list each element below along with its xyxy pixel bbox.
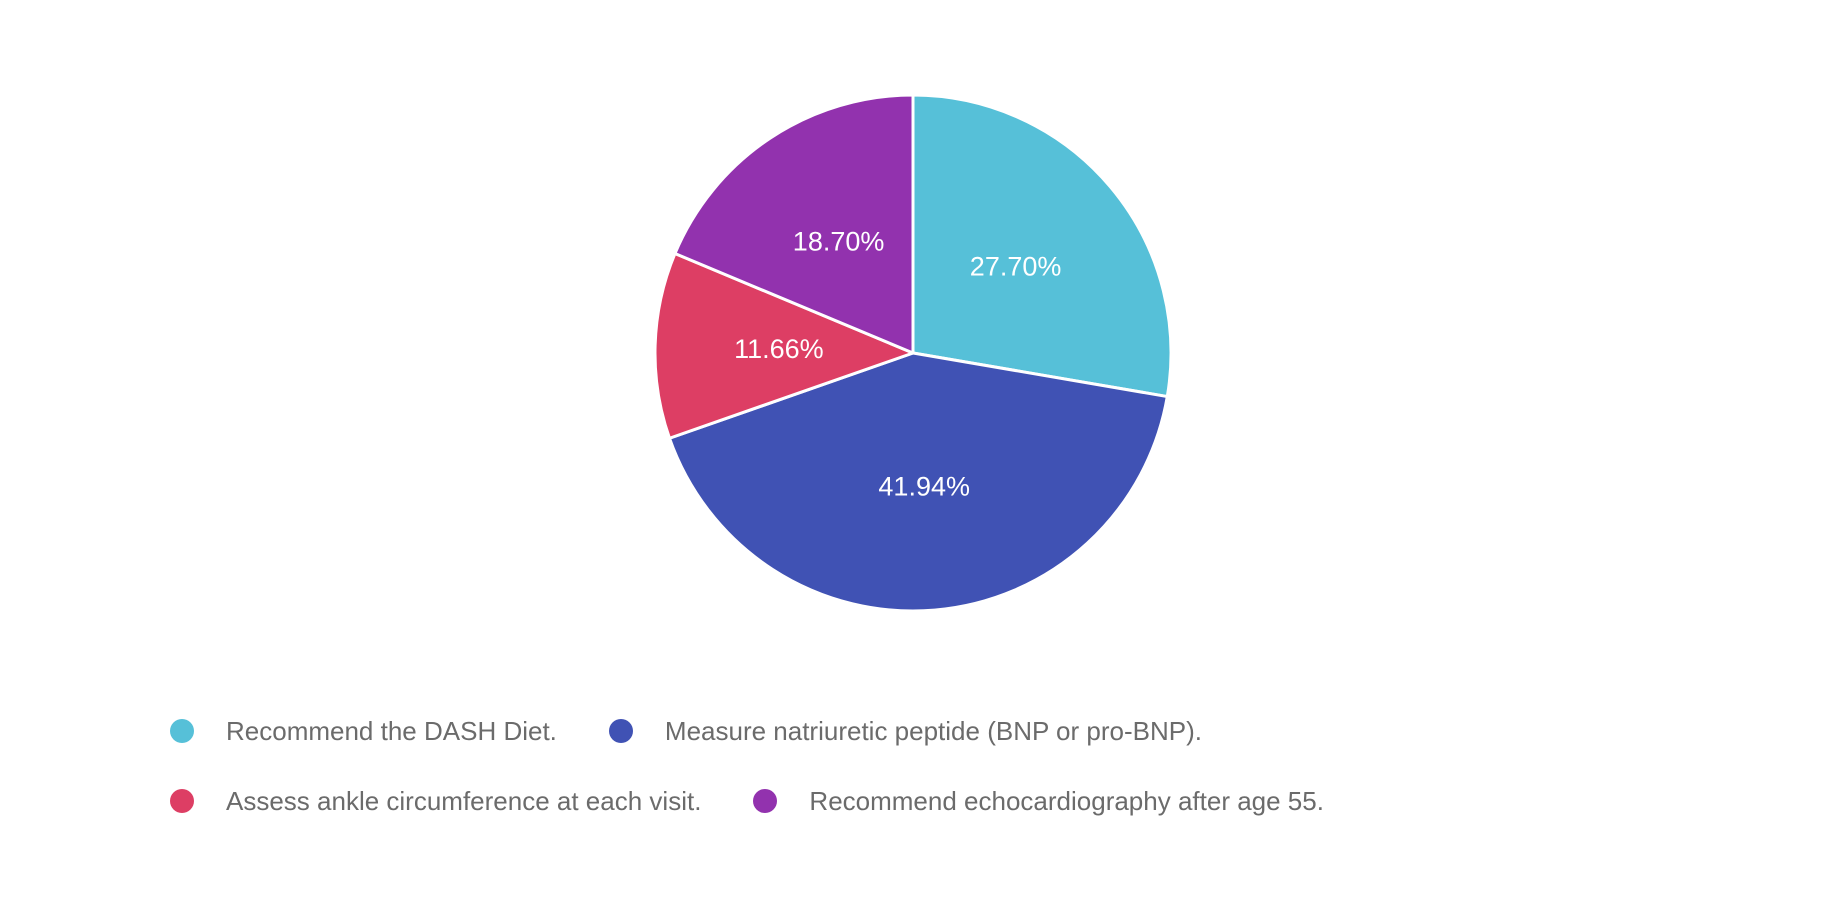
legend-swatch-icon: [608, 719, 633, 743]
legend-label: Measure natriuretic peptide (BNP or pro-…: [664, 716, 1202, 746]
legend-swatch-icon: [170, 719, 194, 743]
legend-item-natriuretic-peptide[interactable]: Measure natriuretic peptide (BNP or pro-…: [608, 714, 1202, 748]
legend-label: Recommend echocardiography after age 55.: [809, 786, 1324, 816]
legend-swatch-icon: [753, 789, 778, 813]
legend-row-1: Recommend the DASH Diet. Measure natriur…: [170, 714, 1202, 748]
legend-row-2: Assess ankle circumference at each visit…: [170, 784, 1324, 818]
pie-slice-3[interactable]: [673, 93, 915, 355]
legend-swatch-icon: [170, 789, 194, 813]
pie-slice-1[interactable]: [667, 351, 1169, 613]
legend-item-ankle-circumference[interactable]: Assess ankle circumference at each visit…: [170, 784, 701, 818]
legend-item-echocardiography[interactable]: Recommend echocardiography after age 55.: [753, 784, 1324, 818]
legend-item-dash-diet[interactable]: Recommend the DASH Diet.: [170, 714, 557, 748]
legend-label: Assess ankle circumference at each visit…: [226, 786, 702, 816]
pie-slice-0[interactable]: [911, 93, 1173, 399]
legend-label: Recommend the DASH Diet.: [226, 716, 557, 746]
pie-slice-2[interactable]: [653, 252, 915, 440]
